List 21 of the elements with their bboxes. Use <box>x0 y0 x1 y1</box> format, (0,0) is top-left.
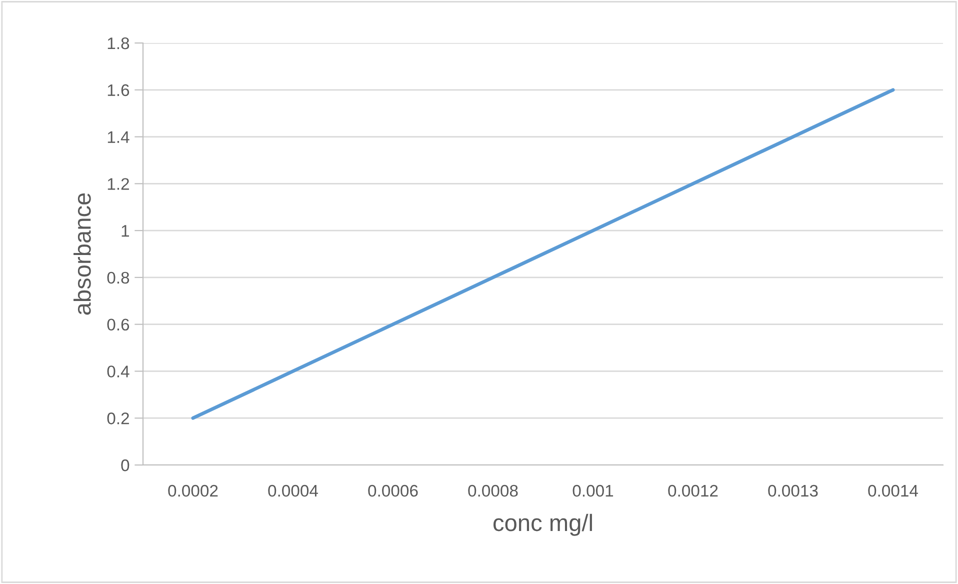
y-tick-label: 1 <box>122 225 129 237</box>
x-tick-label: 0.0002 <box>168 484 218 497</box>
y-tick-label: 0.8 <box>107 272 130 284</box>
y-tick-label: 0.6 <box>107 318 130 331</box>
y-tick-label: 1.6 <box>108 84 130 96</box>
y-tick-label: 0 <box>121 459 130 472</box>
x-tick-label: 0.001 <box>572 484 614 497</box>
line-series <box>191 88 895 420</box>
x-tick-label: 0.0013 <box>768 484 818 497</box>
x-tick-label: 0.0014 <box>868 484 918 497</box>
x-tick-label: 0.0012 <box>668 484 718 497</box>
y-tick-label: 1.8 <box>108 37 130 50</box>
x-tick-label: 0.0006 <box>368 484 418 497</box>
y-tick-label: 1.2 <box>108 178 129 190</box>
x-axis-title: conc mg/l <box>493 514 592 536</box>
y-tick-label: 1.4 <box>108 131 130 143</box>
y-tick-label: 0.4 <box>107 366 130 378</box>
y-axis-title: absorbance <box>74 193 91 315</box>
x-tick-label: 0.0008 <box>468 484 518 497</box>
x-tick-label: 0.0004 <box>268 484 318 497</box>
y-tick-label: 0.2 <box>107 412 129 424</box>
